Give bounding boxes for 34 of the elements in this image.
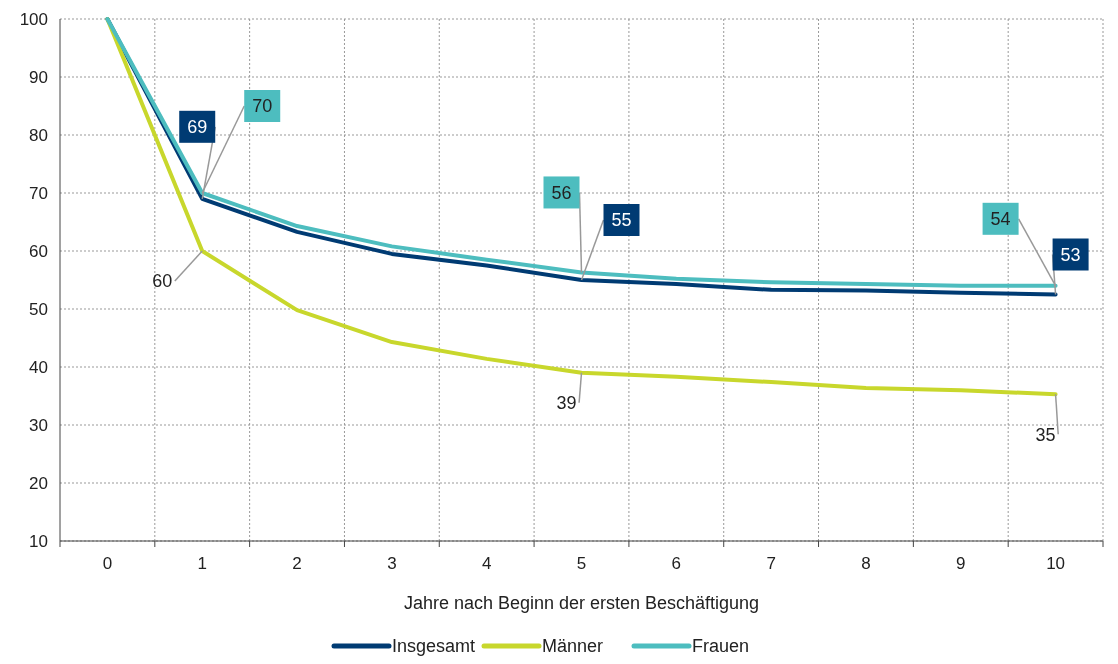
y-tick-label: 80 xyxy=(29,125,48,145)
y-tick-label: 20 xyxy=(29,473,48,493)
y-tick-label: 60 xyxy=(29,241,48,261)
data-label: 55 xyxy=(611,210,632,231)
data-label: 39 xyxy=(556,393,577,414)
x-tick-label: 4 xyxy=(481,554,492,573)
y-tick-label: 10 xyxy=(29,531,48,551)
x-tick-label: 6 xyxy=(671,554,682,573)
legend-label: Frauen xyxy=(692,636,750,656)
x-tick-label: 1 xyxy=(197,554,207,573)
y-tick-label: 40 xyxy=(29,357,48,377)
data-label: 54 xyxy=(990,209,1011,230)
y-tick-label: 50 xyxy=(29,299,48,319)
y-tick-label: 30 xyxy=(29,415,48,435)
data-label: 70 xyxy=(252,96,273,117)
x-tick-label: 2 xyxy=(292,554,302,573)
y-tick-label: 100 xyxy=(19,9,48,29)
legend-label: Insgesamt xyxy=(392,636,476,656)
data-label: 53 xyxy=(1060,244,1081,265)
data-label: 35 xyxy=(1035,424,1056,445)
x-tick-label: 5 xyxy=(576,554,587,573)
x-tick-label: 10 xyxy=(1046,554,1066,573)
data-label: 60 xyxy=(152,271,173,292)
legend-label: Männer xyxy=(542,636,604,656)
data-label: 56 xyxy=(551,182,572,203)
x-tick-label: 0 xyxy=(102,554,113,573)
data-label: 69 xyxy=(187,117,208,138)
y-tick-label: 90 xyxy=(29,67,48,87)
x-axis-title: Jahre nach Beginn der ersten Beschäftigung xyxy=(403,593,760,613)
y-tick-label: 70 xyxy=(29,183,48,203)
x-tick-label: 9 xyxy=(956,554,966,573)
x-tick-label: 7 xyxy=(766,554,776,573)
x-tick-label: 3 xyxy=(387,554,397,573)
x-tick-label: 8 xyxy=(861,554,871,573)
